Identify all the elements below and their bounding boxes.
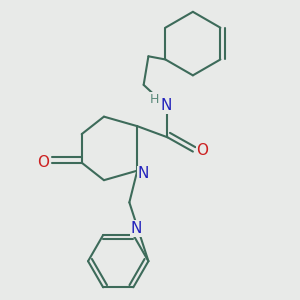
- Text: O: O: [196, 142, 208, 158]
- Text: H: H: [150, 93, 160, 106]
- Text: N: N: [138, 166, 149, 181]
- Text: N: N: [160, 98, 172, 113]
- Text: O: O: [38, 155, 50, 170]
- Text: N: N: [131, 221, 142, 236]
